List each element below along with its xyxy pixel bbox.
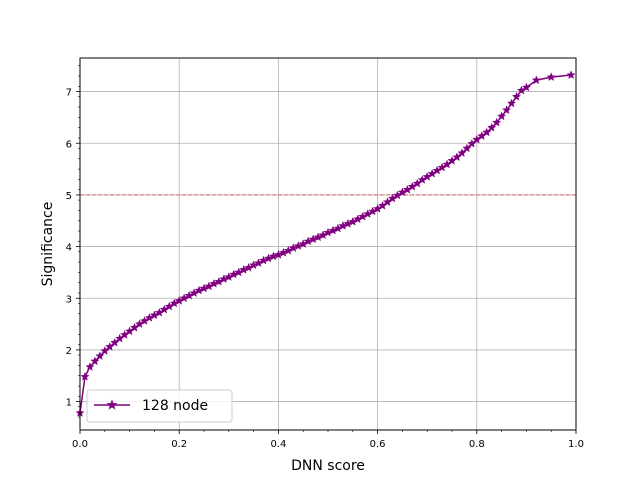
- x-tick-label: 0.6: [370, 439, 386, 450]
- x-axis-label: DNN score: [291, 458, 365, 474]
- data-point-star: [501, 105, 512, 115]
- data-point-star: [80, 371, 90, 381]
- x-tick-label: 0.8: [469, 439, 485, 450]
- x-tick-label: 1.0: [568, 439, 584, 450]
- data-point-star: [521, 82, 532, 92]
- y-tick-label: 7: [66, 88, 72, 99]
- data-point-star: [95, 351, 105, 361]
- y-tick-label: 3: [66, 294, 72, 305]
- legend-entry-label: 128 node: [142, 398, 208, 414]
- y-tick-label: 4: [66, 243, 72, 254]
- data-point-star: [566, 70, 576, 80]
- data-point-star: [546, 72, 556, 82]
- data-point-star: [85, 362, 95, 371]
- y-tick-label: 5: [66, 191, 72, 202]
- series-line: [79, 74, 572, 414]
- legend: 128 node: [86, 389, 233, 423]
- x-tick-label: 0.2: [171, 439, 187, 450]
- series-layer: [75, 70, 576, 417]
- data-point-star: [506, 98, 517, 108]
- data-point-star: [487, 122, 497, 132]
- data-point-star: [491, 117, 502, 127]
- y-tick-label: 2: [66, 346, 72, 357]
- data-point-star: [90, 356, 100, 366]
- x-ticks: 0.0 0.2 0.4 0.6 0.8 1.0: [72, 430, 584, 450]
- x-tick-label: 0.0: [72, 439, 88, 450]
- y-tick-label: 1: [66, 398, 72, 409]
- data-point-star: [511, 91, 522, 101]
- data-point-star: [496, 111, 507, 121]
- x-tick-label: 0.4: [270, 439, 286, 450]
- y-tick-label: 6: [66, 139, 72, 150]
- y-axis-label: Significance: [40, 202, 56, 287]
- legend-star-marker: [106, 399, 118, 410]
- data-point-star: [531, 75, 541, 85]
- legend-box: [86, 389, 233, 423]
- y-ticks: 1 2 3 4 5 6 7: [66, 65, 80, 418]
